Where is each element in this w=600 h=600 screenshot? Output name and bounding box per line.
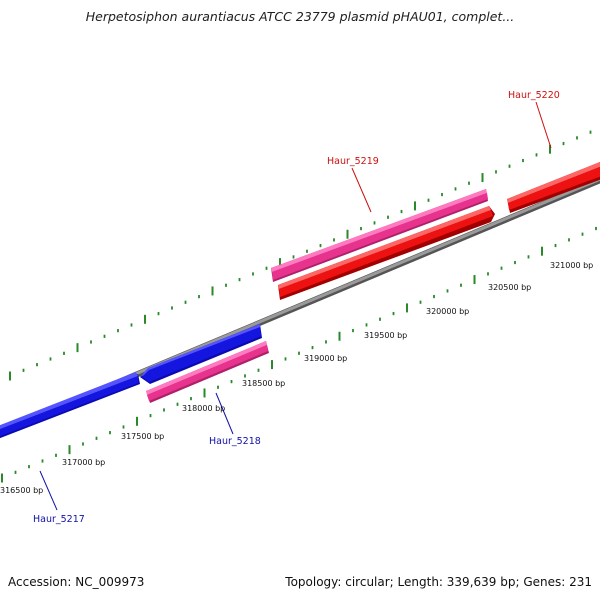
scale-label: 317000 bp bbox=[62, 458, 105, 467]
gene-haur-5217-block[interactable] bbox=[0, 372, 140, 442]
gene-label-haur-5219[interactable]: Haur_5219 bbox=[327, 156, 379, 167]
tick-marks-upper bbox=[9, 130, 592, 381]
tick-marks-lower bbox=[1, 226, 597, 483]
gene-label-haur-5217[interactable]: Haur_5217 bbox=[33, 514, 85, 525]
gene-label-leaders bbox=[39, 101, 552, 511]
map-title: Herpetosiphon aurantiacus ATCC 23779 pla… bbox=[85, 9, 515, 24]
gene-label-haur-5218[interactable]: Haur_5218 bbox=[209, 436, 261, 447]
gene-haur-5219-cds[interactable] bbox=[278, 206, 495, 300]
scale-label: 319000 bp bbox=[304, 354, 347, 363]
gene-haur-5219-block[interactable] bbox=[271, 189, 488, 282]
gene-features bbox=[0, 158, 600, 442]
gene-haur-5220-block[interactable] bbox=[507, 158, 600, 213]
scale-label: 318500 bp bbox=[242, 379, 285, 388]
scale-label: 320000 bp bbox=[426, 307, 469, 316]
accession-text: Accession: NC_009973 bbox=[8, 575, 145, 589]
scale-label: 321000 bp bbox=[550, 261, 593, 270]
scale-label: 318000 bp bbox=[182, 404, 225, 413]
gene-haur-5218-reverse-block[interactable] bbox=[140, 324, 262, 384]
topology-summary-text: Topology: circular; Length: 339,639 bp; … bbox=[285, 575, 592, 589]
scale-label: 316500 bp bbox=[0, 486, 43, 495]
scale-label: 317500 bp bbox=[121, 432, 164, 441]
gene-label-haur-5220[interactable]: Haur_5220 bbox=[508, 90, 560, 101]
scale-label: 319500 bp bbox=[364, 331, 407, 340]
scale-label: 320500 bp bbox=[488, 283, 531, 292]
scale-labels: 316500 bp 317000 bp 317500 bp 318000 bp … bbox=[0, 261, 593, 495]
gene-haur-5218-block[interactable] bbox=[146, 341, 269, 403]
gene-labels: Haur_5220 Haur_5219 Haur_5218 Haur_5217 bbox=[33, 90, 560, 525]
